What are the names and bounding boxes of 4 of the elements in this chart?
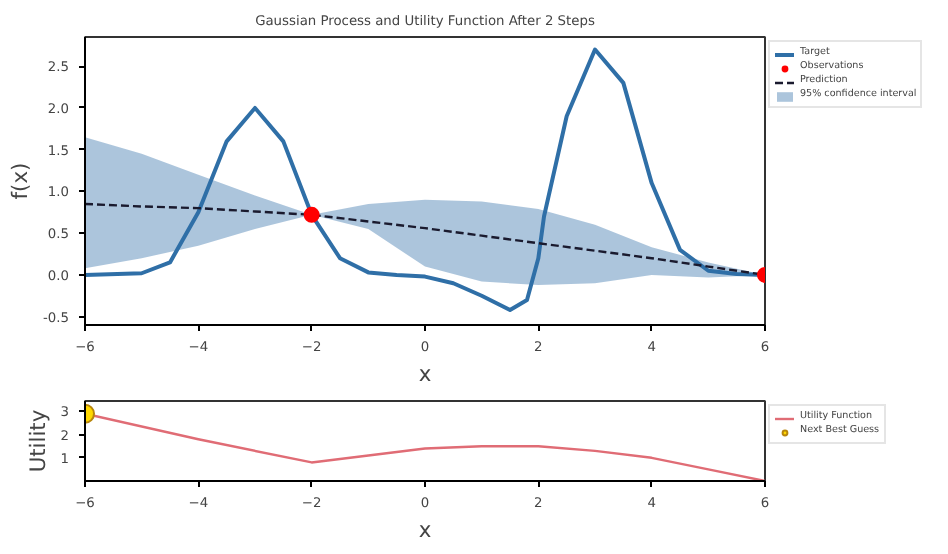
y-axis-title: Utility (24, 409, 51, 473)
y-axis-title: f(x) (7, 162, 34, 200)
x-axis-title: x (418, 517, 432, 543)
x-axis-title: x (418, 361, 432, 387)
